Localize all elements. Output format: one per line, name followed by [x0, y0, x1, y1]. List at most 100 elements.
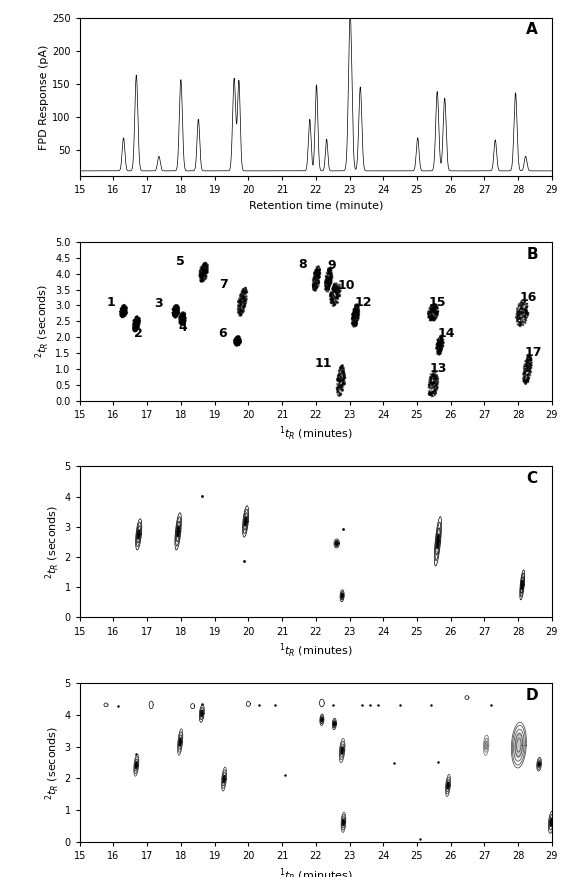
Point	[233, 331, 242, 345]
Point	[324, 267, 333, 282]
Point	[314, 274, 323, 288]
Point	[235, 336, 244, 350]
Point	[335, 366, 344, 380]
Point	[336, 381, 345, 395]
Point	[438, 333, 447, 347]
Point	[172, 305, 182, 319]
Point	[351, 319, 360, 333]
Point	[523, 296, 532, 310]
Point	[326, 262, 335, 276]
Point	[116, 306, 125, 320]
Point	[135, 311, 144, 325]
Point	[131, 320, 141, 334]
Point	[199, 273, 208, 287]
Point	[310, 276, 319, 290]
Point	[325, 266, 335, 280]
Point	[235, 301, 244, 315]
Point	[129, 320, 138, 334]
Point	[431, 300, 440, 314]
Point	[330, 276, 339, 290]
Point	[234, 337, 243, 351]
Point	[431, 311, 440, 325]
Point	[121, 308, 130, 322]
Text: 12: 12	[354, 296, 372, 309]
Point	[433, 372, 442, 386]
Point	[433, 300, 442, 314]
Point	[311, 267, 320, 282]
Point	[118, 308, 127, 322]
Point	[308, 277, 318, 291]
Point	[310, 269, 319, 283]
Point	[232, 332, 241, 346]
Point	[234, 332, 244, 346]
Point	[119, 308, 129, 322]
Point	[232, 339, 241, 353]
Point	[328, 286, 337, 300]
Point	[132, 319, 141, 333]
Point	[427, 303, 436, 317]
Point	[527, 356, 536, 370]
Point	[199, 266, 208, 280]
Point	[431, 308, 440, 322]
Point	[518, 296, 527, 310]
Point	[351, 300, 360, 314]
Point	[312, 264, 321, 278]
Point	[179, 316, 188, 330]
Point	[438, 329, 447, 343]
Point	[197, 275, 207, 289]
Point	[235, 304, 244, 318]
X-axis label: Retention time (minute): Retention time (minute)	[249, 201, 383, 210]
Point	[199, 260, 208, 274]
Point	[199, 262, 208, 276]
Point	[238, 285, 247, 299]
Point	[431, 385, 440, 399]
Point	[232, 332, 241, 346]
Point	[348, 308, 357, 322]
Point	[321, 280, 331, 294]
Point	[524, 360, 533, 374]
Point	[323, 277, 332, 291]
Point	[333, 291, 343, 305]
Point	[177, 308, 186, 322]
Point	[348, 317, 357, 332]
Point	[438, 335, 447, 349]
Polygon shape	[321, 717, 323, 722]
Point	[436, 330, 445, 344]
Point	[434, 302, 443, 316]
Point	[351, 316, 360, 330]
Point	[335, 289, 344, 303]
Point	[432, 341, 442, 355]
Point	[424, 376, 434, 390]
Point	[520, 309, 529, 323]
Point	[133, 321, 142, 335]
Point	[174, 306, 183, 320]
Point	[431, 367, 440, 381]
Point	[200, 265, 209, 279]
Point	[527, 359, 537, 373]
Point	[348, 312, 357, 326]
Point	[330, 281, 339, 295]
Point	[168, 309, 178, 323]
Point	[132, 320, 141, 334]
Point	[334, 373, 343, 387]
Point	[197, 270, 206, 284]
Point	[312, 270, 321, 284]
Point	[234, 334, 243, 348]
Point	[348, 310, 357, 324]
Point	[436, 333, 446, 347]
Point	[331, 284, 340, 298]
Point	[426, 371, 435, 385]
Polygon shape	[343, 819, 344, 825]
Point	[433, 377, 442, 391]
Point	[523, 361, 532, 375]
Point	[426, 302, 435, 316]
Point	[132, 324, 141, 338]
Point	[234, 337, 244, 351]
Point	[424, 304, 433, 318]
Point	[424, 305, 433, 319]
Point	[196, 274, 205, 288]
Point	[195, 268, 204, 282]
Point	[180, 317, 189, 331]
Point	[522, 375, 531, 389]
Point	[233, 332, 242, 346]
